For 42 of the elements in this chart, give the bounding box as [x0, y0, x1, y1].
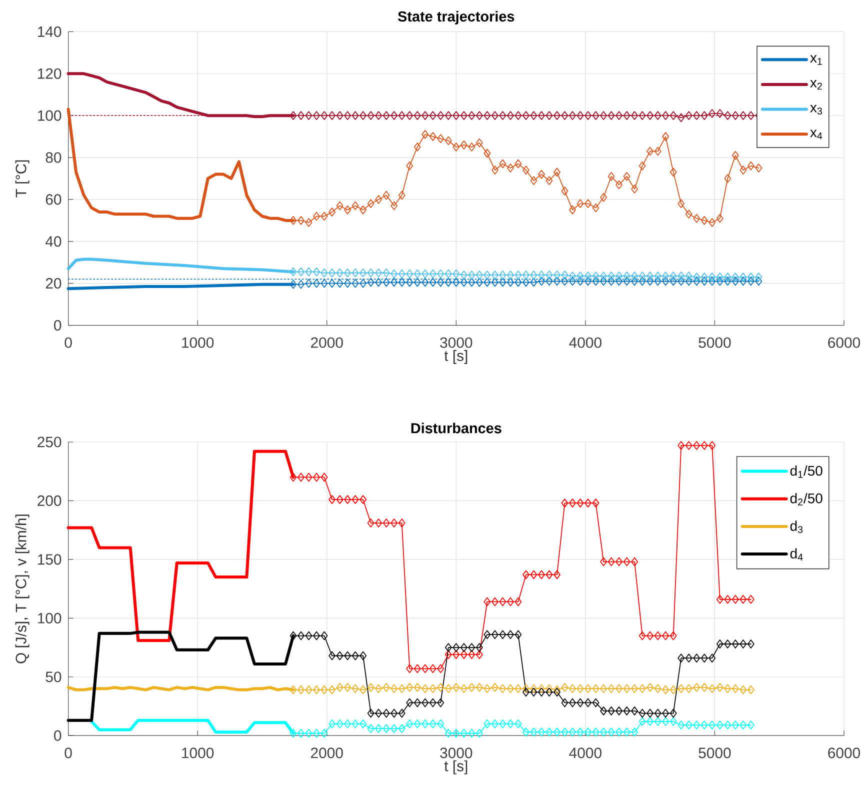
legend-label: d$_{4}$: [790, 548, 803, 560]
x-tick-label: 1000: [182, 748, 214, 758]
x-tick-label: 0: [64, 748, 72, 758]
x-tick-label: 4000: [569, 748, 602, 758]
x-tick-label: 3000: [440, 337, 472, 348]
x-tick-label: 6000: [828, 337, 860, 348]
legend-label: x$_{1}$: [810, 55, 822, 65]
y-tick-label: 140: [38, 26, 62, 37]
y-tick-label: 250: [38, 436, 62, 448]
y-tick-label: 20: [46, 278, 62, 289]
x-axis-title: t [s]: [444, 760, 468, 774]
y-tick-label: 150: [38, 554, 62, 565]
x-tick-label: 5000: [698, 748, 731, 758]
x-tick-label: 2000: [310, 748, 343, 758]
chart-title: Disturbances: [411, 422, 502, 434]
legend-label: x$_{4}$: [810, 130, 822, 140]
y-tick-label: 100: [38, 612, 62, 624]
x-tick-label: 4000: [569, 337, 602, 348]
legend-label: x$_{2}$: [810, 80, 822, 90]
y-tick-label: 120: [38, 68, 62, 79]
y-tick-label: 40: [46, 236, 62, 247]
y-tick-label: 50: [46, 672, 62, 682]
x-tick-label: 5000: [698, 337, 731, 348]
chart-title: State trajectories: [398, 10, 514, 24]
y-axis-title: T [°C]: [15, 160, 30, 198]
legend-label: x$_{3}$: [810, 104, 822, 114]
x-tick-label: 1000: [182, 337, 214, 348]
y-axis-title: Q [J/s], T [°C], v [km/h]: [15, 514, 30, 664]
legend-label: d$_{3}$: [790, 520, 803, 534]
x-axis-title: t [s]: [444, 350, 468, 364]
x-tick-label: 6000: [828, 748, 860, 758]
legend-label: d$_{1}$/50: [790, 465, 822, 478]
x-tick-label: 2000: [310, 337, 343, 348]
y-tick-label: 60: [46, 194, 62, 205]
y-tick-label: 80: [46, 152, 62, 163]
y-tick-label: 100: [38, 110, 62, 121]
y-tick-label: 0: [54, 730, 62, 741]
legend-label: d$_{2}$/50: [790, 493, 822, 506]
y-tick-label: 200: [38, 495, 62, 506]
x-tick-label: 3000: [440, 748, 472, 758]
x-tick-label: 0: [64, 337, 72, 348]
y-tick-label: 0: [54, 320, 62, 331]
